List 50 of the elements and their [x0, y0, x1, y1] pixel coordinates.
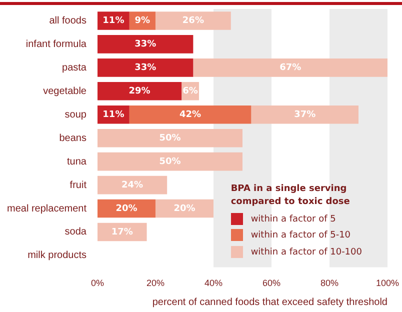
bar	[97, 35, 194, 54]
data-label: 67%	[280, 63, 302, 74]
data-label: 20%	[116, 204, 138, 214]
legend-label: within a factor of 5-10	[250, 230, 352, 243]
y-tick-label: soup	[64, 109, 87, 120]
legend-label: within a factor of 5	[250, 213, 337, 226]
data-label: 37%	[294, 110, 316, 120]
bar	[97, 152, 242, 171]
y-tick-label: beans	[59, 132, 86, 144]
bar	[97, 58, 194, 77]
data-label: 33%	[134, 63, 156, 74]
y-tick-label: pasta	[62, 62, 87, 74]
data-label: 11%	[102, 16, 124, 26]
data-label: 42%	[180, 110, 202, 120]
bar	[97, 222, 147, 242]
data-label: 50%	[159, 133, 181, 144]
bar	[97, 176, 168, 194]
bar	[129, 105, 252, 124]
data-label: 24%	[122, 180, 144, 190]
legend-title: BPA in a single serving compared to toxic dose	[230, 182, 351, 209]
y-tick-label: meal replacement	[7, 203, 87, 214]
y-tick-label: infant formula	[26, 38, 87, 50]
data-label: 50%	[159, 156, 181, 167]
bar	[251, 105, 358, 124]
data-label: 20%	[174, 204, 196, 214]
x-tick-label: 20%	[146, 278, 164, 288]
y-tick-label: milk products	[28, 250, 86, 262]
bar	[97, 128, 242, 148]
data-label: 29%	[128, 86, 150, 96]
bar	[155, 12, 231, 30]
y-tick-label: all foods	[49, 15, 86, 26]
x-axis-title: percent of canned foods that exceed safety threshold	[152, 296, 388, 308]
data-label: 9%	[134, 16, 150, 26]
x-tick-label: 40%	[204, 278, 222, 288]
data-label: 6%	[182, 86, 198, 96]
data-label: 11%	[102, 110, 124, 120]
x-tick-label: 0%	[90, 278, 104, 288]
y-tick-label: fruit	[70, 180, 87, 191]
data-label: 33%	[134, 40, 156, 50]
x-tick-label: 100%	[376, 278, 400, 288]
bar	[193, 58, 388, 77]
y-tick-label: tuna	[67, 156, 87, 168]
x-tick-label: 60%	[262, 278, 280, 288]
data-label: 26%	[182, 16, 204, 26]
y-tick-label: vegetable	[43, 86, 87, 97]
data-label: 17%	[111, 227, 133, 238]
legend-label: within a factor of 10-100	[250, 246, 362, 259]
bar	[97, 82, 182, 100]
y-tick-label: soda	[64, 226, 87, 238]
x-tick-label: 80%	[320, 278, 338, 288]
